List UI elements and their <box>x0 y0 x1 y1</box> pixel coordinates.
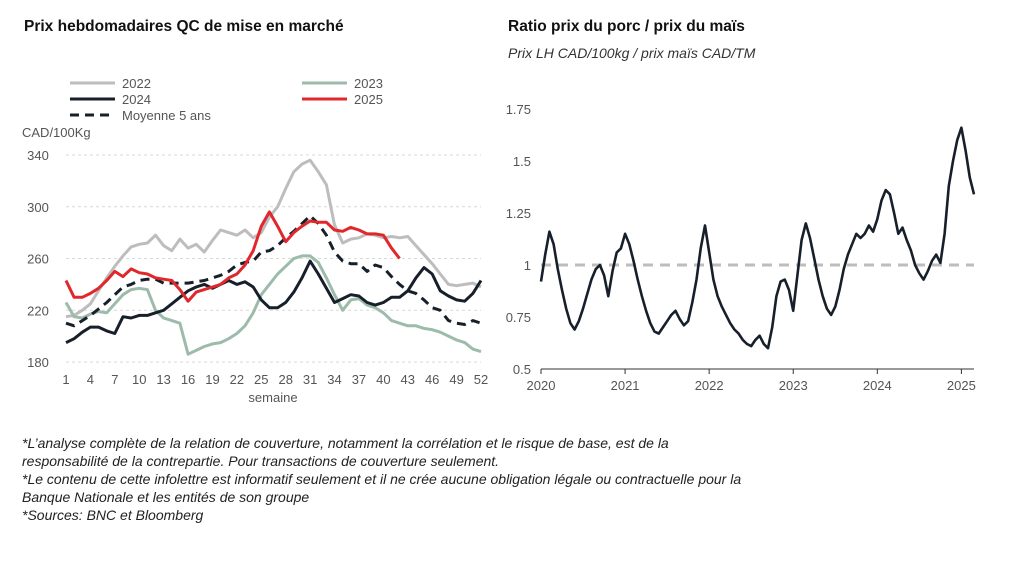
x-tick-label: 34 <box>327 372 341 387</box>
right-chart-subtitle: Prix LH CAD/100kg / prix maïs CAD/TM <box>508 45 756 61</box>
x-tick-label: 43 <box>401 372 415 387</box>
y-tick-label: 1.75 <box>506 102 531 117</box>
y-tick-label: 0.5 <box>513 362 531 377</box>
x-tick-label: 22 <box>230 372 244 387</box>
right-chart-title: Ratio prix du porc / prix du maïs <box>508 18 745 35</box>
x-tick-label: 25 <box>254 372 268 387</box>
weekly-price-chart: 180 220 260 300 340 1 4 7 10 13 16 19 22 25 28 31 34 37 40… <box>22 76 488 405</box>
x-tick-label: 28 <box>278 372 292 387</box>
y-tick-label: 340 <box>27 148 49 163</box>
x-tick-label: 2024 <box>863 378 892 393</box>
x-tick-label: 7 <box>111 372 118 387</box>
left-chart-title: Prix hebdomadaires QC de mise en marché <box>24 18 344 35</box>
x-tick-label: 16 <box>181 372 195 387</box>
y-tick-label: 1.5 <box>513 154 531 169</box>
y-tick-label: 0.75 <box>506 310 531 325</box>
footnote-line: *Sources: BNC et Bloomberg <box>22 507 204 523</box>
series-line-2025 <box>64 210 401 303</box>
x-tick-label: 10 <box>132 372 146 387</box>
x-tick-label: 2023 <box>779 378 808 393</box>
footnote-line: *L’analyse complète de la relation de co… <box>22 435 669 451</box>
hog-corn-ratio-chart: 0.5 0.75 1 1.25 1.5 1.75 2020 2021 2022 2023 2024 2… <box>506 102 976 393</box>
x-tick-label: 2021 <box>611 378 640 393</box>
x-tick-label: 49 <box>449 372 463 387</box>
x-tick-label: 37 <box>352 372 366 387</box>
y-tick-label: 300 <box>27 200 49 215</box>
series-line-moyenne-5-ans <box>65 214 482 328</box>
legend-label: 2024 <box>122 92 151 107</box>
x-tick-label: 4 <box>87 372 94 387</box>
y-tick-label: 260 <box>27 252 49 267</box>
series-line-2022 <box>65 158 482 319</box>
x-tick-label: 2022 <box>695 378 724 393</box>
y-axis-label: CAD/100Kg <box>22 125 91 140</box>
x-tick-label: 19 <box>205 372 219 387</box>
x-tick-label: 2020 <box>527 378 556 393</box>
y-tick-label: 180 <box>27 355 49 370</box>
footnote-line: Banque Nationale et les entités de son g… <box>22 489 310 505</box>
x-tick-label: 46 <box>425 372 439 387</box>
legend-label: Moyenne 5 ans <box>122 108 211 123</box>
x-tick-label: 13 <box>156 372 170 387</box>
x-tick-label: 1 <box>62 372 69 387</box>
footnotes: *L’analyse complète de la relation de co… <box>22 434 882 524</box>
x-tick-label: 31 <box>303 372 317 387</box>
legend-label: 2025 <box>354 92 383 107</box>
x-tick-label: 40 <box>376 372 390 387</box>
footnote-line: responsabilité de la contrepartie. Pour … <box>22 453 500 469</box>
series-line-2024 <box>65 259 483 344</box>
footnote-line: *Le contenu de cette infolettre est info… <box>22 471 742 487</box>
x-tick-label: 2025 <box>947 378 976 393</box>
x-tick-label: 52 <box>474 372 488 387</box>
series-line-2023 <box>64 254 482 356</box>
legend-label: 2022 <box>122 76 151 91</box>
ratio-series-line <box>539 126 976 350</box>
x-axis-label: semaine <box>248 390 297 405</box>
legend-label: 2023 <box>354 76 383 91</box>
y-tick-label: 1 <box>524 258 531 273</box>
y-tick-label: 220 <box>27 303 49 318</box>
y-tick-label: 1.25 <box>506 206 531 221</box>
